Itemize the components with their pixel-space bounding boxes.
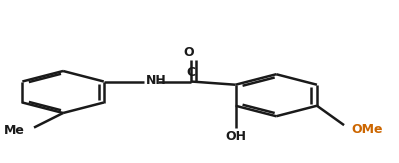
Text: O: O xyxy=(184,46,194,59)
Text: NH: NH xyxy=(146,74,166,87)
Text: OMe: OMe xyxy=(352,124,383,136)
Text: Me: Me xyxy=(4,124,24,137)
Text: C: C xyxy=(186,66,196,79)
Text: OH: OH xyxy=(225,130,246,143)
